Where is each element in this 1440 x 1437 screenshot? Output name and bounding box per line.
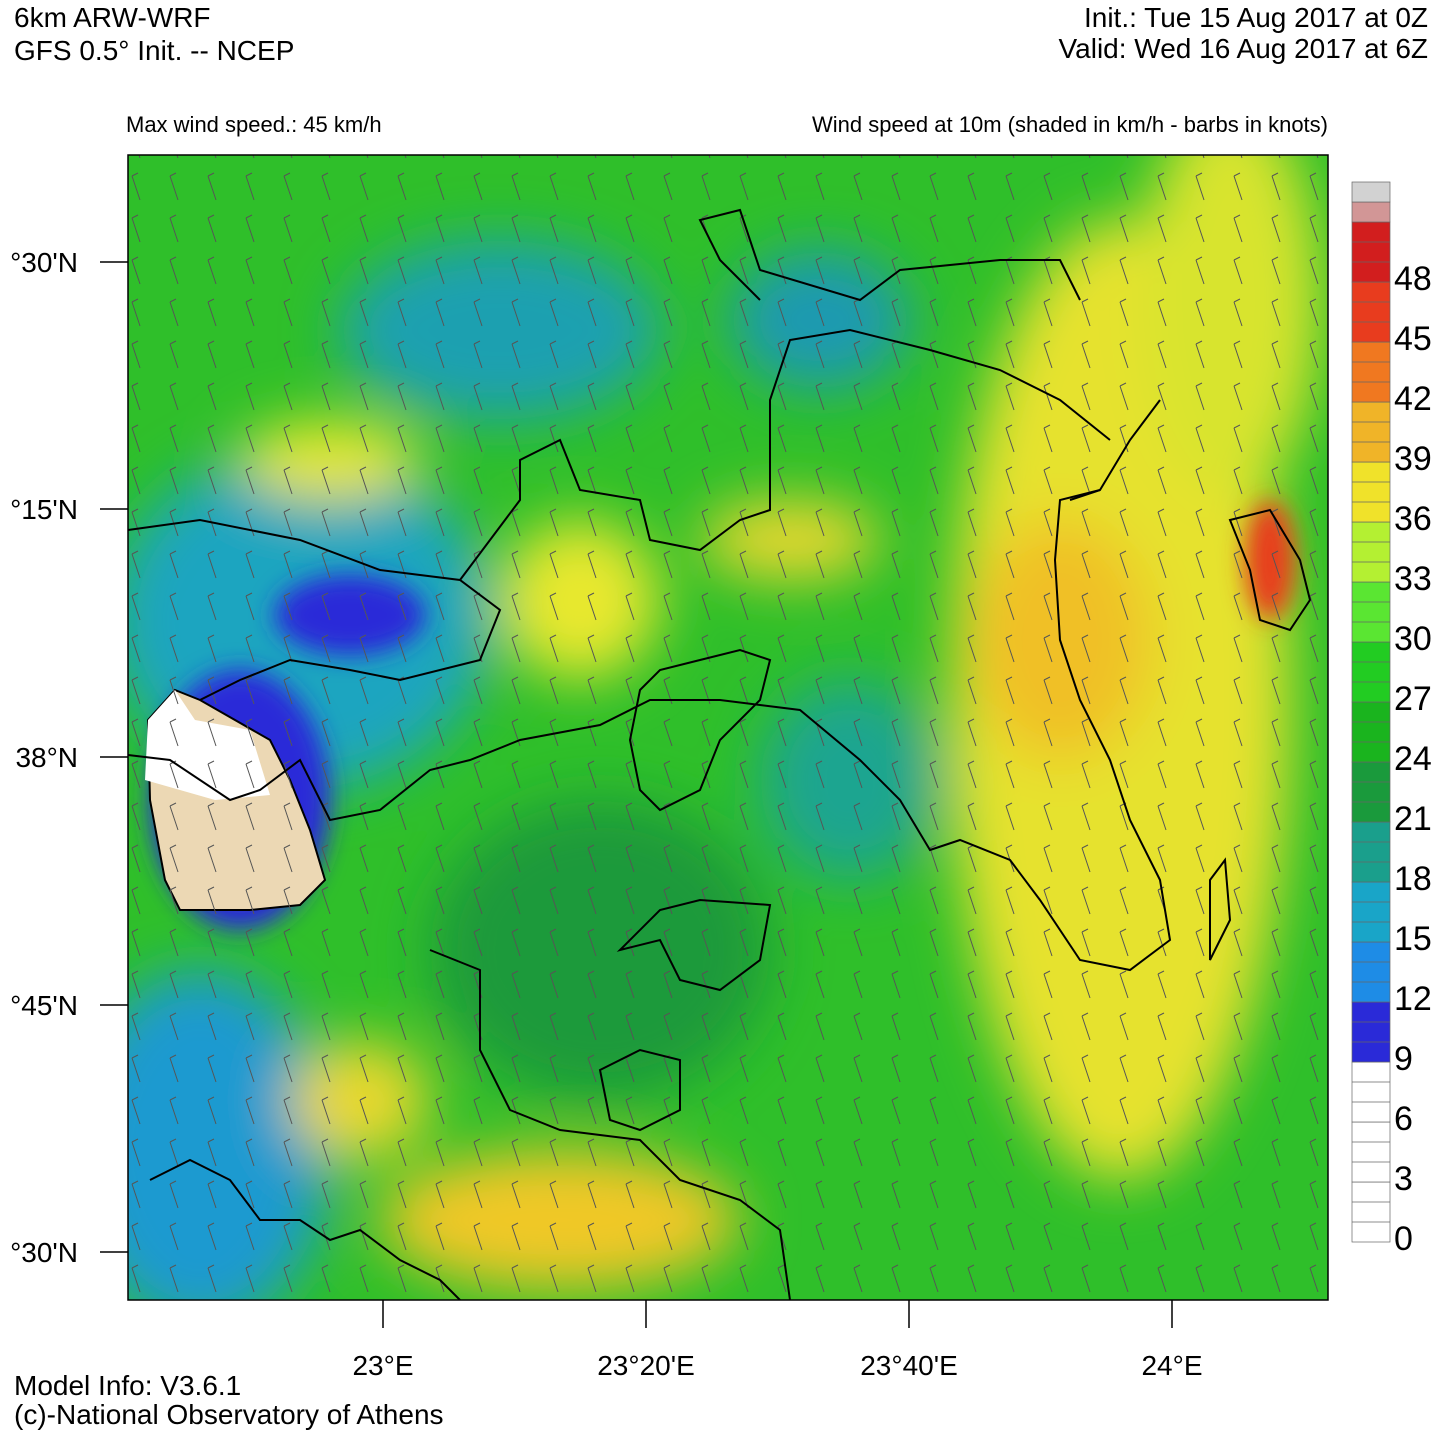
colorbar-label: 27 (1394, 680, 1432, 718)
colorbar-box (1351, 1061, 1391, 1123)
colorbar-box (1351, 401, 1391, 463)
colorbar-box (1351, 1121, 1391, 1183)
colorbar-label: 33 (1394, 560, 1432, 598)
colorbar-label: 36 (1394, 500, 1432, 538)
lat-label: °15'N (10, 494, 78, 525)
colorbar-box (1351, 641, 1391, 703)
subtitle: Wind speed at 10m (shaded in km/h - barb… (812, 112, 1328, 137)
lon-label: 23°40'E (860, 1350, 958, 1381)
colorbar-label: 9 (1394, 1040, 1413, 1078)
lon-label: 23°20'E (597, 1350, 695, 1381)
colorbar-box (1351, 881, 1391, 943)
colorbar-box (1351, 181, 1391, 203)
colorbar-label: 6 (1394, 1100, 1413, 1138)
colorbar-label: 30 (1394, 620, 1432, 658)
colorbar-box (1351, 701, 1391, 763)
lon-label: 23°E (352, 1350, 413, 1381)
wind-field (128, 155, 1328, 1300)
colorbar-box (1351, 521, 1391, 583)
plot-frame (127, 154, 1329, 1301)
colorbar-label: 39 (1394, 440, 1432, 478)
colorbar-box (1351, 281, 1391, 343)
colorbar-box (1351, 341, 1391, 403)
colorbar-box (1351, 201, 1391, 223)
colorbar-label: 48 (1394, 260, 1432, 298)
colorbar-box (1351, 941, 1391, 1003)
colorbar-label: 0 (1394, 1220, 1413, 1258)
title: 6km ARW-WRF (14, 2, 211, 33)
lat-label: °45'N (10, 990, 78, 1021)
colorbar-label: 42 (1394, 380, 1432, 418)
colorbar-label: 3 (1394, 1160, 1413, 1198)
lat-label: °30'N (10, 1237, 78, 1268)
title: GFS 0.5° Init. -- NCEP (14, 35, 294, 66)
colorbar-box (1351, 581, 1391, 643)
colorbar-label: 45 (1394, 320, 1432, 358)
colorbar-box (1351, 1001, 1391, 1063)
colorbar-label: 15 (1394, 920, 1432, 958)
lon-label: 24°E (1141, 1350, 1202, 1381)
colorbar-box (1351, 461, 1391, 523)
lat-label: °30'N (10, 247, 78, 278)
lat-label: 38°N (15, 742, 78, 773)
footer: (c)-National Observatory of Athens (14, 1399, 444, 1430)
colorbar-label: 21 (1394, 800, 1432, 838)
colorbar-label: 24 (1394, 740, 1432, 778)
colorbar-box (1351, 761, 1391, 823)
colorbar-label: 12 (1394, 980, 1432, 1018)
colorbar-box (1351, 1181, 1391, 1243)
init-time: Init.: Tue 15 Aug 2017 at 0Z (1084, 2, 1428, 33)
colorbar-label: 18 (1394, 860, 1432, 898)
valid-time: Valid: Wed 16 Aug 2017 at 6Z (1059, 33, 1428, 64)
footer: Model Info: V3.6.1 (14, 1370, 241, 1401)
subtitle: Max wind speed.: 45 km/h (126, 112, 382, 137)
colorbar-box (1351, 221, 1391, 283)
colorbar-box (1351, 821, 1391, 883)
